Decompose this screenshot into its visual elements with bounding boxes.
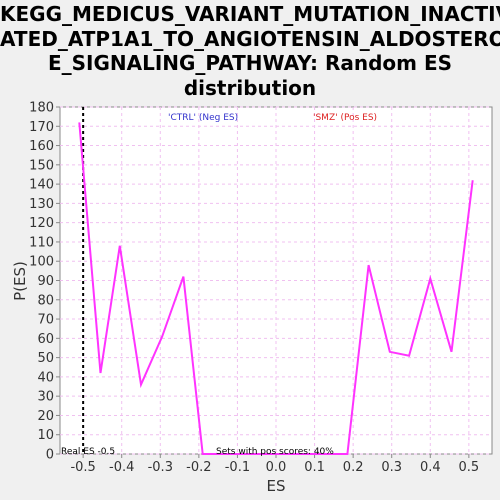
x-tick-label: -0.4 <box>109 460 134 475</box>
y-tick-label: 100 <box>29 255 54 270</box>
y-tick-label: 110 <box>29 235 54 250</box>
y-tick-label: 160 <box>29 139 54 154</box>
title-line-2: ATED_ATP1A1_TO_ANGIOTENSIN_ALDOSTERON <box>0 26 500 51</box>
x-axis-ticks: -0.5 -0.4 -0.3 -0.2 -0.1 0.0 0.1 0.2 0.3 0.4 0.5 <box>70 454 479 475</box>
x-tick-label: -0.3 <box>148 460 173 475</box>
x-tick-label: 0.3 <box>381 460 402 475</box>
y-tick-label: 40 <box>37 370 54 385</box>
y-tick-label: 0 <box>46 448 54 463</box>
x-tick-label: 0.5 <box>459 460 480 475</box>
title-line-4: distribution <box>183 75 317 100</box>
y-tick-label: 50 <box>37 351 54 366</box>
real-es-annotation: Real ES -0.5 <box>61 447 115 457</box>
x-tick-label: 0.2 <box>343 460 364 475</box>
y-tick-label: 150 <box>29 158 54 173</box>
y-tick-label: 80 <box>37 293 54 308</box>
y-tick-label: 60 <box>37 332 54 347</box>
legend-pos-es: 'SMZ' (Pos ES) <box>313 113 377 123</box>
y-tick-label: 30 <box>37 390 54 405</box>
title-line-3: E_SIGNALING_PATHWAY: Random ES <box>47 51 453 75</box>
y-axis-ticks: 0 10 20 30 40 50 60 70 80 90 100 110 120 130 140 150 160… <box>29 101 60 463</box>
x-tick-label: 0.0 <box>266 460 287 475</box>
x-tick-label: -0.1 <box>225 460 250 475</box>
title-line-1: KEGG_MEDICUS_VARIANT_MUTATION_INACTIV <box>0 2 500 26</box>
y-tick-label: 140 <box>29 178 54 193</box>
y-tick-label: 180 <box>29 101 54 116</box>
x-tick-label: -0.2 <box>186 460 211 475</box>
y-tick-label: 120 <box>29 216 54 231</box>
y-tick-label: 90 <box>37 274 54 289</box>
y-tick-label: 170 <box>29 120 54 135</box>
x-tick-label: 0.4 <box>420 460 441 475</box>
y-tick-label: 130 <box>29 197 54 212</box>
pos-scores-annotation: Sets with pos scores: 40% <box>216 447 334 457</box>
x-axis-label: ES <box>267 477 286 495</box>
x-tick-label: 0.1 <box>304 460 325 475</box>
y-tick-label: 10 <box>37 428 54 443</box>
y-axis-label: P(ES) <box>11 261 29 301</box>
y-tick-label: 70 <box>37 313 54 328</box>
x-tick-label: -0.5 <box>70 460 95 475</box>
legend-neg-es: 'CTRL' (Neg ES) <box>168 113 238 123</box>
y-tick-label: 20 <box>37 409 54 424</box>
series-line <box>78 122 474 455</box>
chart-title: KEGG_MEDICUS_VARIANT_MUTATION_INACTIV AT… <box>0 2 500 100</box>
